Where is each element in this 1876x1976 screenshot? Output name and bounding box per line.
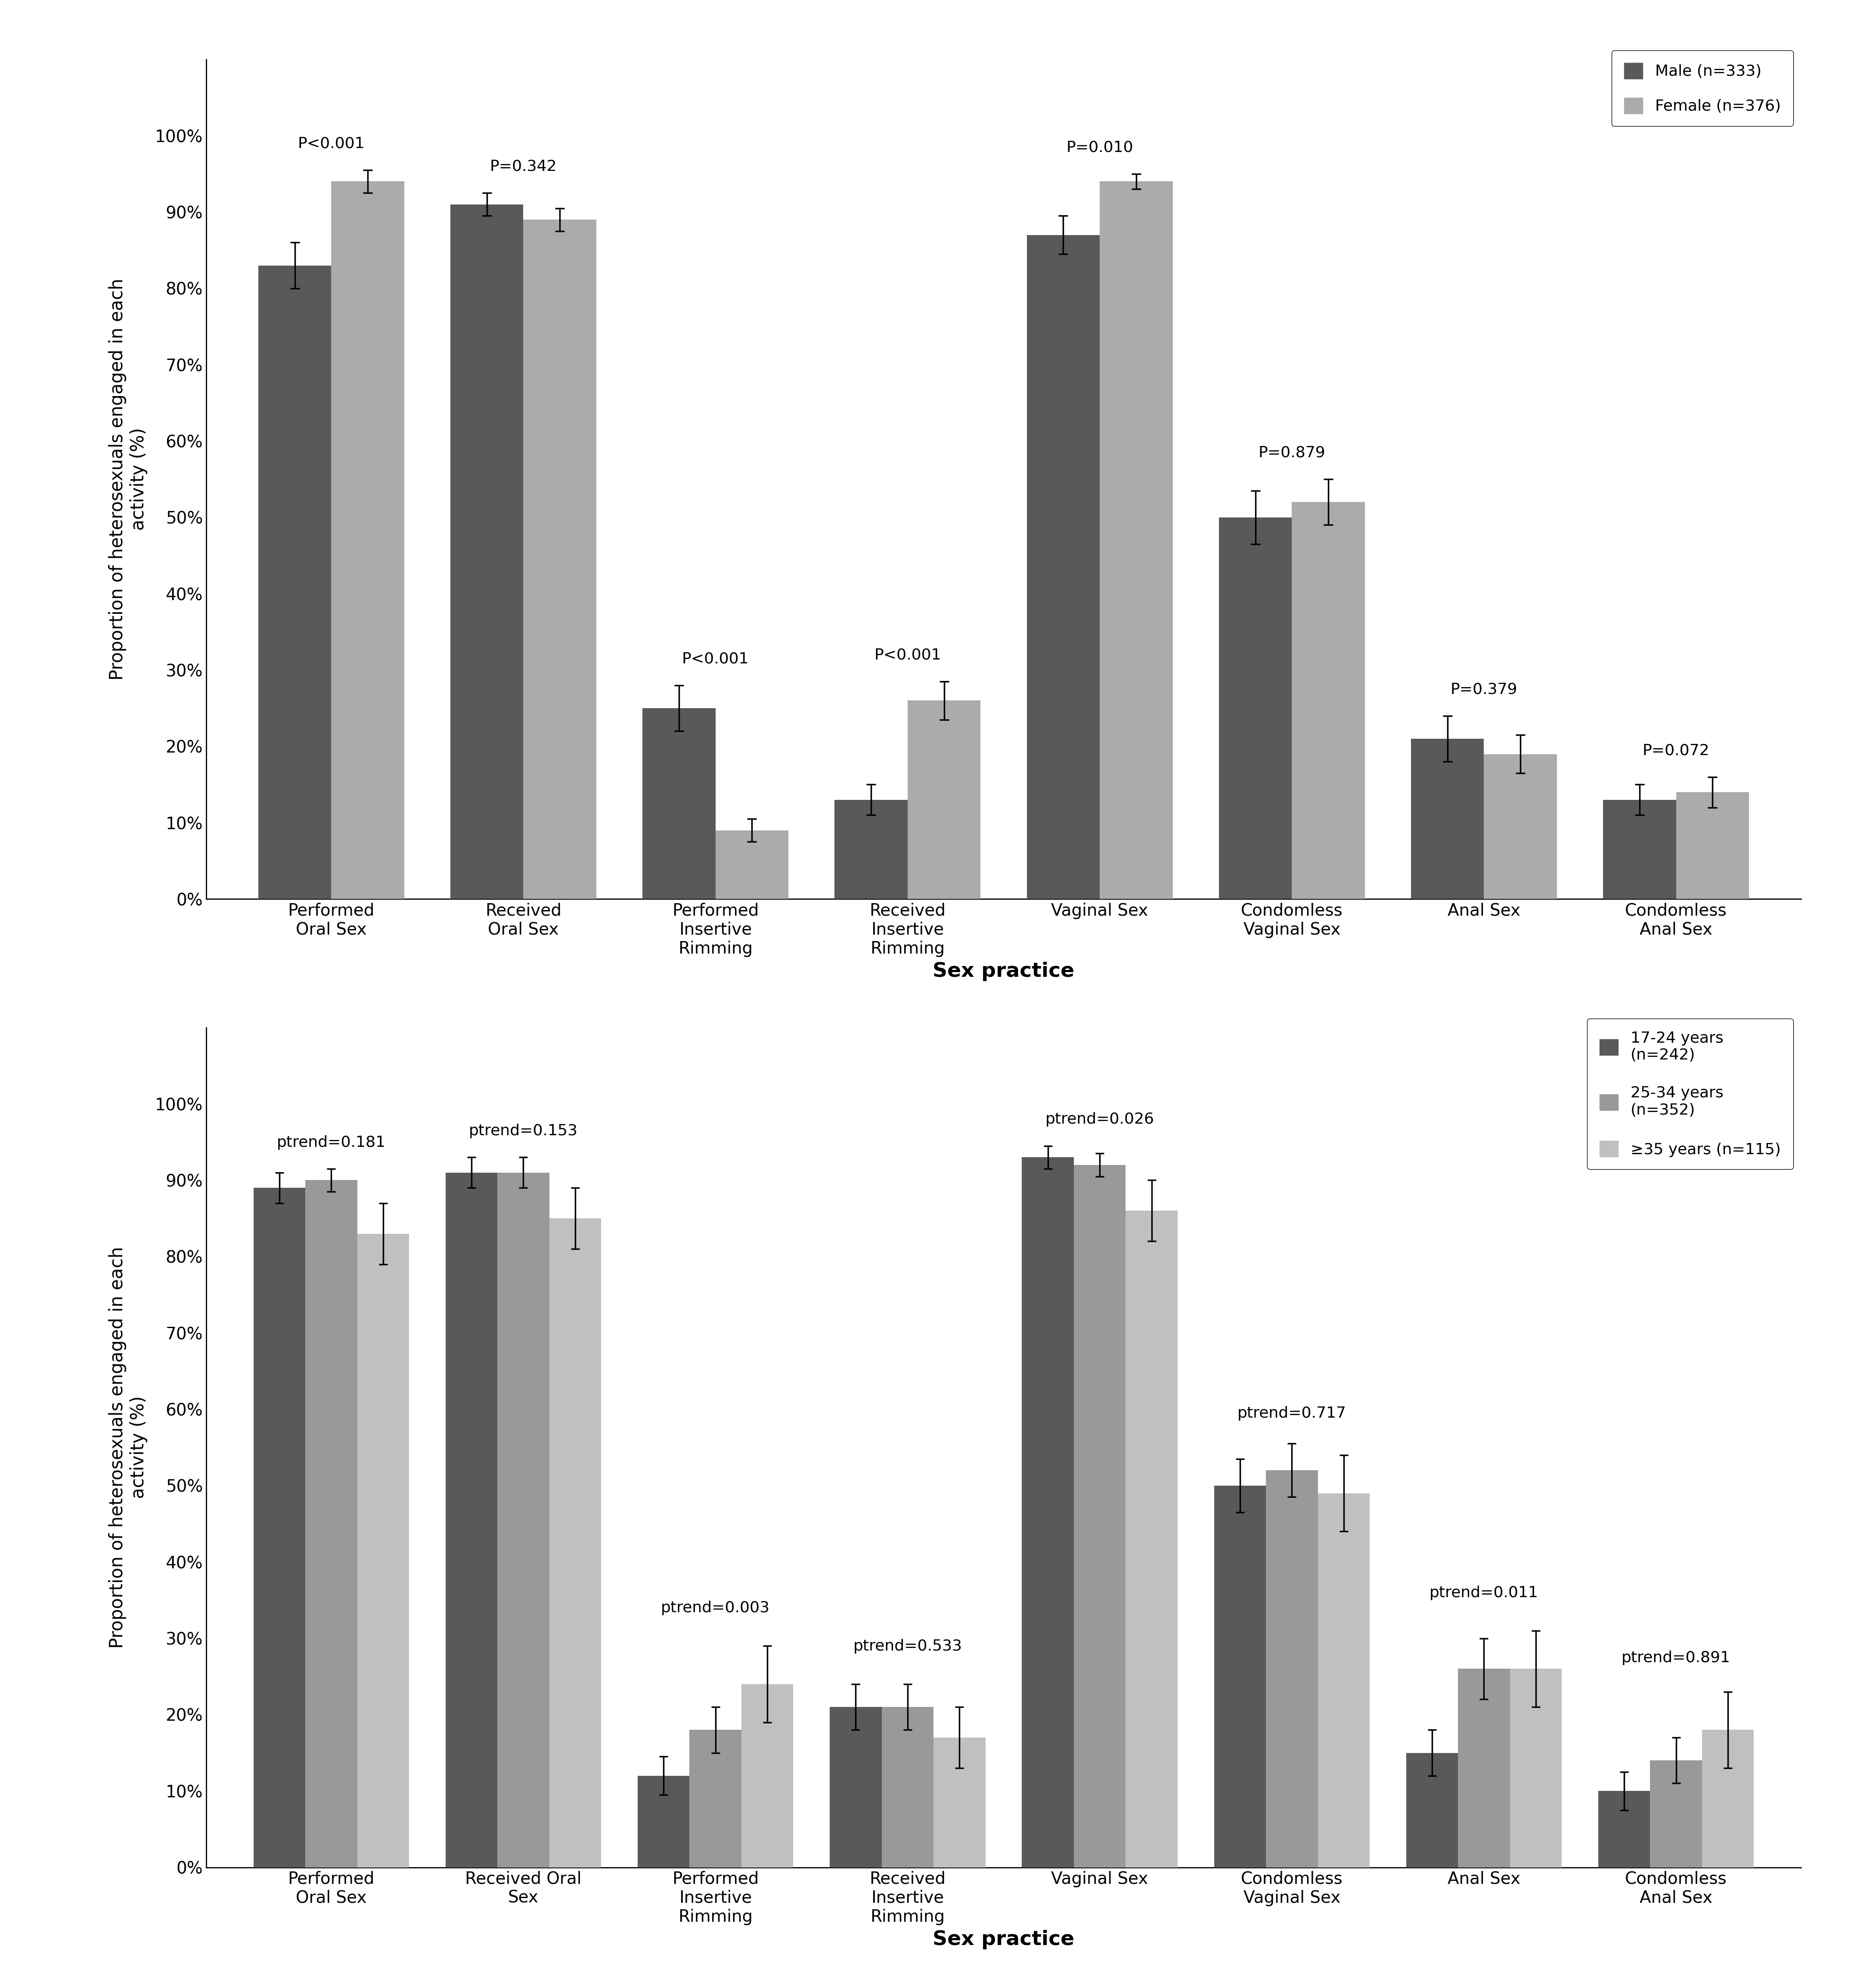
Text: ptrend=0.153: ptrend=0.153 bbox=[469, 1124, 578, 1138]
Bar bbox=[332, 182, 403, 899]
Bar bbox=[638, 1776, 690, 1867]
Text: P=0.010: P=0.010 bbox=[1066, 140, 1133, 154]
Bar bbox=[835, 800, 908, 899]
Bar bbox=[1458, 1670, 1510, 1867]
Legend: Male (n=333), Female (n=376): Male (n=333), Female (n=376) bbox=[1611, 49, 1793, 126]
Bar bbox=[642, 707, 715, 899]
Bar bbox=[523, 219, 597, 899]
Bar bbox=[741, 1684, 794, 1867]
Bar bbox=[715, 830, 788, 899]
Bar bbox=[1484, 755, 1557, 899]
Bar bbox=[550, 1219, 600, 1867]
Text: (A): (A) bbox=[987, 1075, 1021, 1095]
Bar bbox=[253, 1188, 306, 1867]
Bar bbox=[356, 1233, 409, 1867]
Bar bbox=[690, 1729, 741, 1867]
Bar bbox=[1126, 1211, 1178, 1867]
Text: ptrend=0.003: ptrend=0.003 bbox=[660, 1601, 769, 1616]
Bar bbox=[1022, 1158, 1073, 1867]
Text: ptrend=0.026: ptrend=0.026 bbox=[1045, 1112, 1154, 1126]
Y-axis label: Proportion of heterosexuals engaged in each
activity (%): Proportion of heterosexuals engaged in e… bbox=[109, 279, 148, 680]
Text: ptrend=0.891: ptrend=0.891 bbox=[1621, 1650, 1730, 1666]
Y-axis label: Proportion of heterosexuals engaged in each
activity (%): Proportion of heterosexuals engaged in e… bbox=[109, 1247, 148, 1648]
Bar bbox=[259, 265, 332, 899]
Bar bbox=[1598, 1790, 1651, 1867]
Bar bbox=[1099, 182, 1172, 899]
Legend: 17-24 years
(n=242), 25-34 years
(n=352), ≥35 years (n=115): 17-24 years (n=242), 25-34 years (n=352)… bbox=[1587, 1018, 1793, 1170]
Bar bbox=[1317, 1494, 1369, 1867]
Bar bbox=[497, 1172, 550, 1867]
Bar bbox=[1266, 1470, 1317, 1867]
Bar bbox=[1407, 1753, 1458, 1867]
Bar bbox=[1510, 1670, 1561, 1867]
Bar bbox=[882, 1707, 934, 1867]
Bar bbox=[1219, 518, 1293, 899]
Bar bbox=[908, 701, 981, 899]
Text: P<0.001: P<0.001 bbox=[298, 136, 364, 150]
X-axis label: Sex practice: Sex practice bbox=[932, 962, 1075, 980]
Bar bbox=[1073, 1166, 1126, 1867]
Bar bbox=[446, 1172, 497, 1867]
Bar bbox=[1214, 1486, 1266, 1867]
Text: P<0.001: P<0.001 bbox=[874, 648, 942, 662]
Bar bbox=[1675, 792, 1748, 899]
Text: ptrend=0.533: ptrend=0.533 bbox=[854, 1638, 962, 1654]
Text: P=0.879: P=0.879 bbox=[1259, 445, 1324, 460]
X-axis label: Sex practice: Sex practice bbox=[932, 1931, 1075, 1948]
Bar bbox=[306, 1180, 356, 1867]
Bar bbox=[1651, 1761, 1702, 1867]
Bar bbox=[829, 1707, 882, 1867]
Bar bbox=[934, 1737, 985, 1867]
Bar bbox=[1604, 800, 1675, 899]
Text: ptrend=0.181: ptrend=0.181 bbox=[278, 1134, 386, 1150]
Text: P=0.379: P=0.379 bbox=[1450, 682, 1518, 698]
Bar bbox=[450, 204, 523, 899]
Bar bbox=[1411, 739, 1484, 899]
Bar bbox=[1293, 502, 1366, 899]
Text: P=0.072: P=0.072 bbox=[1643, 743, 1709, 759]
Bar bbox=[1702, 1729, 1754, 1867]
Text: P=0.342: P=0.342 bbox=[490, 160, 557, 174]
Text: ptrend=0.717: ptrend=0.717 bbox=[1238, 1407, 1347, 1421]
Bar bbox=[1026, 235, 1099, 899]
Text: P<0.001: P<0.001 bbox=[683, 652, 749, 666]
Text: ptrend=0.011: ptrend=0.011 bbox=[1430, 1585, 1538, 1601]
